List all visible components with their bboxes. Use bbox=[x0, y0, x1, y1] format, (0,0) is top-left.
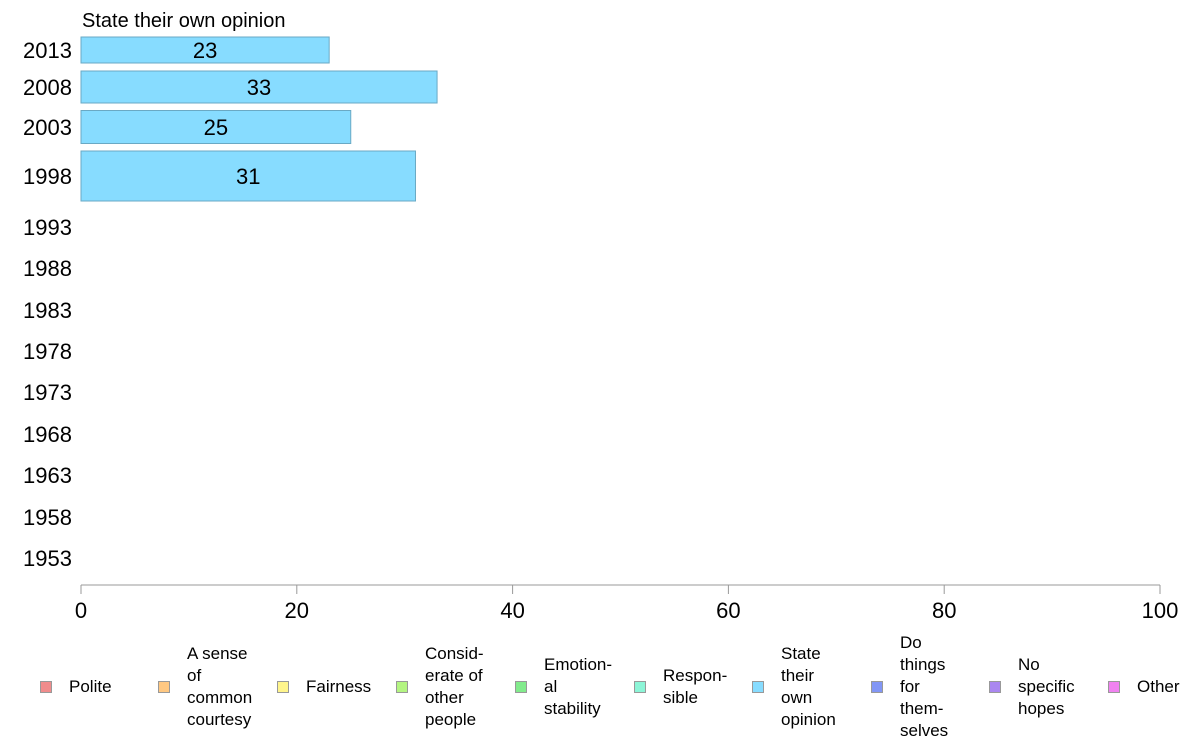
y-tick-label: 2008 bbox=[23, 75, 72, 100]
legend-swatch bbox=[752, 681, 764, 693]
legend-item: Emotion- al stability bbox=[515, 654, 612, 720]
x-tick-label: 40 bbox=[500, 598, 524, 623]
y-tick-label: 1973 bbox=[23, 380, 72, 405]
y-tick-label: 1993 bbox=[23, 215, 72, 240]
legend-swatch bbox=[396, 681, 408, 693]
legend-swatch bbox=[871, 681, 883, 693]
legend-item: Respon- sible bbox=[634, 665, 727, 709]
y-tick-label: 1983 bbox=[23, 298, 72, 323]
x-tick-label: 100 bbox=[1142, 598, 1179, 623]
legend-item: Consid- erate of other people bbox=[396, 643, 484, 731]
legend-label: Respon- sible bbox=[663, 666, 728, 707]
legend-label: Fairness bbox=[306, 677, 372, 696]
data-label: 25 bbox=[204, 115, 228, 140]
legend-label: Consid- erate of other people bbox=[425, 644, 484, 729]
y-tick-label: 1998 bbox=[23, 164, 72, 189]
legend-swatch bbox=[158, 681, 170, 693]
x-tick-label: 0 bbox=[75, 598, 87, 623]
chart-title: State their own opinion bbox=[82, 10, 285, 32]
y-tick-label: 2003 bbox=[23, 115, 72, 140]
bar bbox=[80, 36, 330, 64]
legend-label: Emotion- al stability bbox=[544, 655, 613, 718]
legend-item: No specific hopes bbox=[989, 654, 1075, 720]
bar bbox=[80, 150, 416, 202]
legend-swatch bbox=[634, 681, 646, 693]
legend-item: Other bbox=[1108, 676, 1180, 698]
y-tick-label: 1988 bbox=[23, 256, 72, 281]
legend-label: Other bbox=[1137, 677, 1180, 696]
legend-swatch bbox=[277, 681, 289, 693]
x-tick-label: 60 bbox=[716, 598, 740, 623]
legend-item: A sense of common courtesy bbox=[158, 643, 252, 731]
legend: Polite A sense of common courtesy Fairness… bbox=[0, 633, 1188, 740]
x-tick-label: 20 bbox=[285, 598, 309, 623]
data-label: 33 bbox=[247, 75, 271, 100]
data-label: 23 bbox=[193, 38, 217, 63]
x-tick-label: 80 bbox=[932, 598, 956, 623]
legend-label: A sense of common courtesy bbox=[187, 644, 253, 729]
legend-item: Fairness bbox=[277, 676, 371, 698]
data-label: 31 bbox=[236, 164, 260, 189]
y-tick-label: 1963 bbox=[23, 463, 72, 488]
legend-swatch bbox=[40, 681, 52, 693]
y-tick-label: 1978 bbox=[23, 339, 72, 364]
legend-swatch bbox=[515, 681, 527, 693]
legend-item: Do things for them- selves bbox=[871, 632, 948, 742]
y-tick-label: 1968 bbox=[23, 422, 72, 447]
bar bbox=[80, 110, 352, 144]
y-tick-label: 2013 bbox=[23, 38, 72, 63]
legend-swatch bbox=[1108, 681, 1120, 693]
y-tick-label: 1958 bbox=[23, 505, 72, 530]
legend-item: Polite bbox=[40, 676, 112, 698]
y-tick-label: 1953 bbox=[23, 546, 72, 571]
legend-label: State their own opinion bbox=[781, 644, 836, 729]
legend-label: Do things for them- selves bbox=[900, 633, 949, 740]
legend-label: No specific hopes bbox=[1018, 655, 1075, 718]
legend-swatch bbox=[989, 681, 1001, 693]
legend-item: State their own opinion bbox=[752, 643, 836, 731]
bar bbox=[80, 70, 438, 104]
legend-label: Polite bbox=[69, 677, 112, 696]
